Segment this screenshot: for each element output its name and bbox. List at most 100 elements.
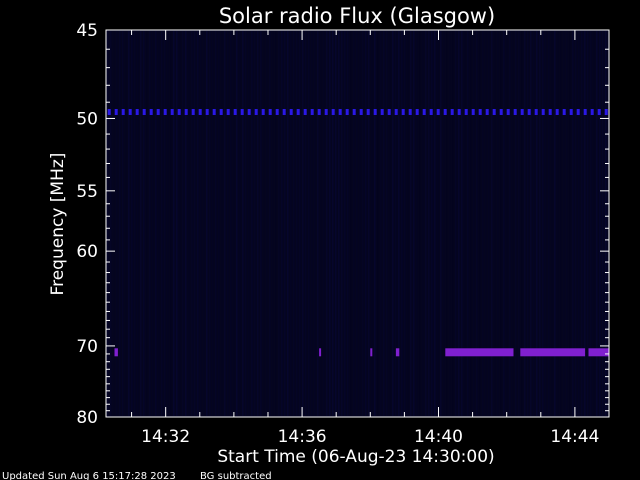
spectrogram-stripe	[584, 31, 586, 416]
emission-band-segment	[370, 348, 373, 357]
spectrogram-stripe	[332, 31, 334, 416]
spectrogram-stripe	[548, 31, 550, 416]
emission-band-mark	[436, 109, 440, 115]
y-tick-label: 50	[76, 109, 98, 129]
emission-band-mark	[219, 109, 223, 115]
spectrogram-stripe	[161, 31, 163, 416]
spectrogram-stripe	[341, 31, 343, 416]
spectrogram-stripe	[515, 31, 517, 416]
emission-band-mark	[429, 109, 433, 115]
spectrogram-stripe	[119, 31, 121, 416]
emission-band-mark	[240, 109, 244, 115]
spectrogram-stripe	[512, 31, 514, 416]
emission-band-mark	[366, 109, 370, 115]
spectrogram-stripe	[272, 31, 274, 416]
emission-band-mark	[534, 109, 538, 115]
spectrogram-stripe	[605, 31, 607, 416]
emission-band-mark	[233, 109, 237, 115]
updated-timestamp: Updated Sun Aug 6 15:17:28 2023	[2, 471, 176, 480]
spectrogram-stripe	[242, 31, 244, 416]
spectrogram-stripe	[383, 31, 385, 416]
spectrogram-stripe	[233, 31, 235, 416]
spectrogram-stripe	[317, 31, 319, 416]
emission-band-mark	[485, 109, 489, 115]
spectrogram-stripe	[473, 31, 475, 416]
spectrogram-stripe	[191, 31, 193, 416]
emission-band-mark	[114, 109, 118, 115]
spectrogram-stripe	[248, 31, 250, 416]
spectrogram-stripe	[347, 31, 349, 416]
spectrogram-stripe	[215, 31, 217, 416]
emission-band-mark	[310, 109, 314, 115]
spectrogram-stripe	[569, 31, 571, 416]
spectrogram-stripe	[527, 31, 529, 416]
emission-band-mark	[331, 109, 335, 115]
emission-band-mark	[303, 109, 307, 115]
spectrogram-stripe	[560, 31, 562, 416]
spectrogram-stripe	[173, 31, 175, 416]
emission-band-mark	[590, 109, 594, 115]
spectrogram-stripe	[287, 31, 289, 416]
spectrogram-stripe	[551, 31, 553, 416]
emission-band-mark	[422, 109, 426, 115]
spectrogram-stripe	[284, 31, 286, 416]
spectrogram-stripe	[158, 31, 160, 416]
emission-band-segment	[395, 348, 400, 357]
spectrogram-stripe	[236, 31, 238, 416]
emission-band-mark	[387, 109, 391, 115]
spectrogram-stripe	[335, 31, 337, 416]
spectrogram-stripe	[218, 31, 220, 416]
spectrogram-stripe	[269, 31, 271, 416]
spectrogram-stripe	[404, 31, 406, 416]
spectrogram-stripe	[152, 31, 154, 416]
emission-band-mark	[359, 109, 363, 115]
emission-band-mark	[506, 109, 510, 115]
spectrogram-stripe	[224, 31, 226, 416]
spectrogram-stripe	[209, 31, 211, 416]
emission-band-mark	[289, 109, 293, 115]
spectrogram-stripe	[407, 31, 409, 416]
spectrogram-stripe	[350, 31, 352, 416]
spectrogram-stripe	[302, 31, 304, 416]
emission-band-mark	[261, 109, 265, 115]
spectrogram-stripe	[593, 31, 595, 416]
y-tick-label: 55	[76, 182, 98, 202]
emission-band-mark	[373, 109, 377, 115]
emission-band-mark	[247, 109, 251, 115]
spectrogram-stripe	[260, 31, 262, 416]
spectrogram-stripe	[497, 31, 499, 416]
emission-band-mark	[555, 109, 559, 115]
emission-band-mark	[226, 109, 230, 115]
emission-band-mark	[268, 109, 272, 115]
spectrogram-stripe	[380, 31, 382, 416]
y-tick-label: 60	[76, 242, 98, 262]
spectrogram-stripe	[596, 31, 598, 416]
spectrogram-stripe	[500, 31, 502, 416]
spectrogram-stripe	[575, 31, 577, 416]
spectrogram-stripe	[338, 31, 340, 416]
spectrogram-stripe	[566, 31, 568, 416]
spectrogram-stripe	[278, 31, 280, 416]
spectrogram-stripe	[476, 31, 478, 416]
spectrogram-stripe	[389, 31, 391, 416]
spectrogram-stripe	[188, 31, 190, 416]
emission-band-mark	[156, 109, 160, 115]
spectrogram-stripe	[521, 31, 523, 416]
spectrogram-stripe	[146, 31, 148, 416]
spectrogram-stripe	[176, 31, 178, 416]
spectrogram-stripe	[359, 31, 361, 416]
spectrogram-stripe	[281, 31, 283, 416]
spectrogram-stripe	[392, 31, 394, 416]
spectrogram-stripe	[554, 31, 556, 416]
spectrogram-stripe	[149, 31, 151, 416]
emission-band-mark	[450, 109, 454, 115]
spectrogram-stripe	[422, 31, 424, 416]
emission-band-mark	[212, 109, 216, 115]
spectrogram-stripe	[458, 31, 460, 416]
spectrogram-stripe	[155, 31, 157, 416]
emission-band-segment	[319, 348, 322, 357]
spectrogram-stripes	[107, 31, 607, 416]
spectrogram-stripe	[314, 31, 316, 416]
spectrogram-stripe	[254, 31, 256, 416]
spectrogram-stripe	[203, 31, 205, 416]
